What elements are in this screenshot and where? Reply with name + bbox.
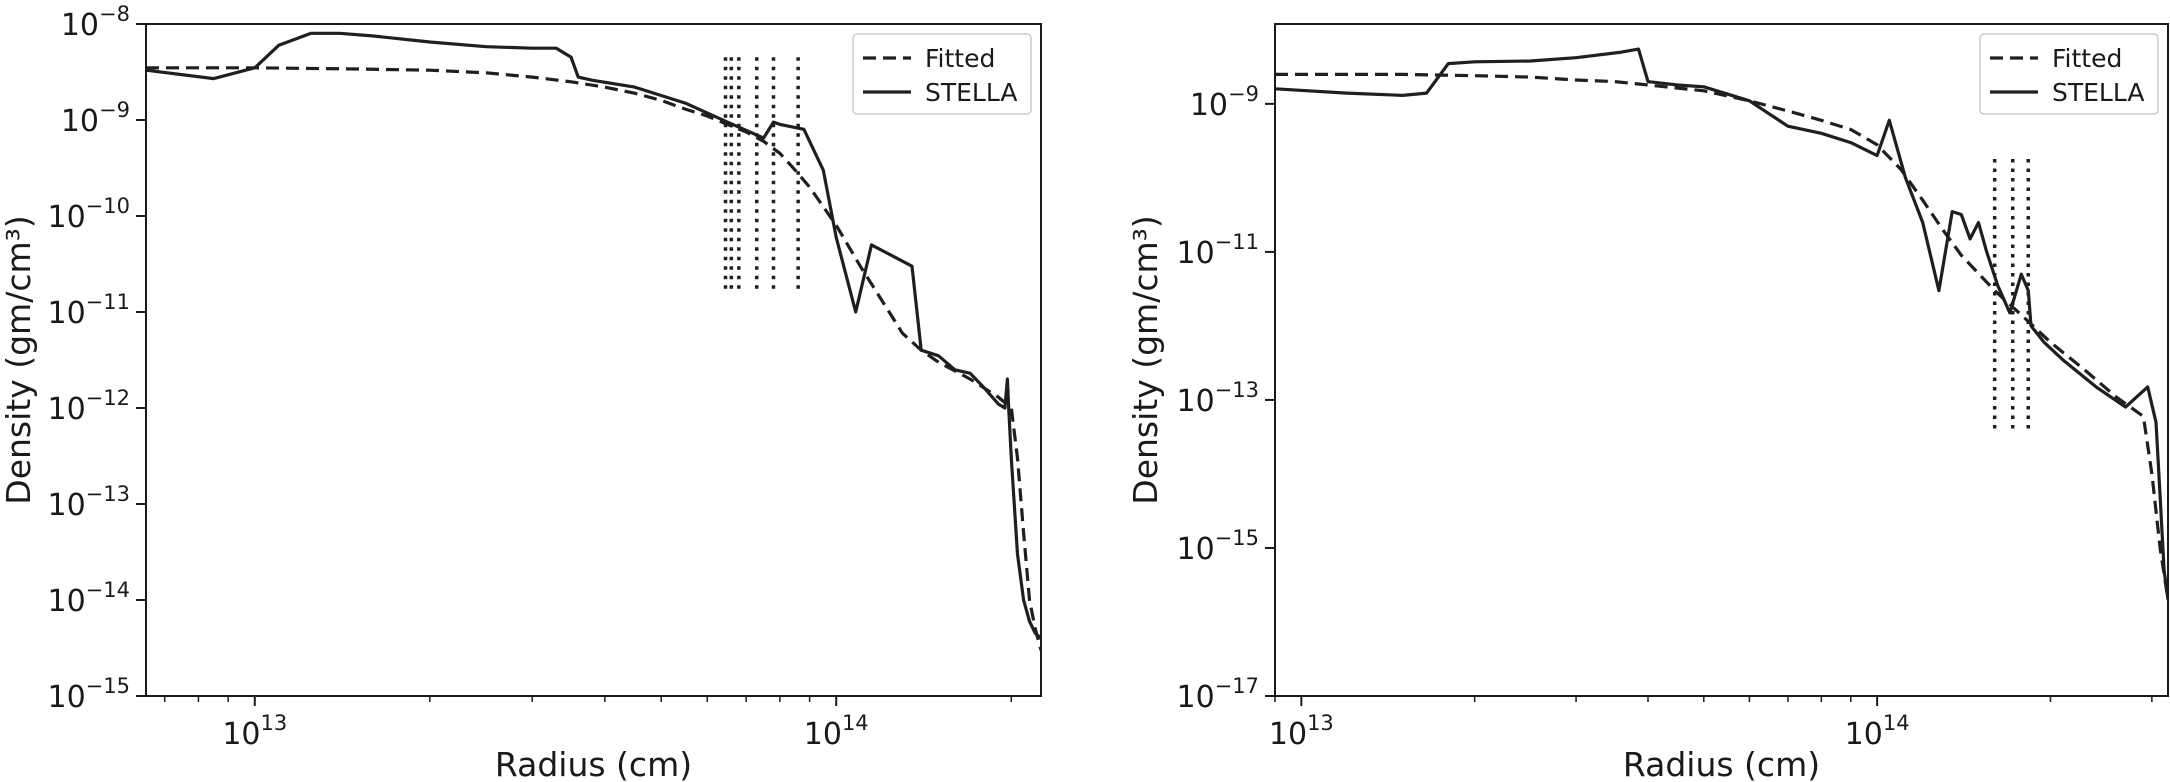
x-axis-label: Radius (cm) xyxy=(495,745,692,782)
y-tick-label: 10−10 xyxy=(47,194,130,235)
y-tick-label-exp: −13 xyxy=(86,482,130,506)
y-tick-label-exp: −9 xyxy=(99,98,130,122)
y-tick-label-base: 10 xyxy=(1176,236,1214,271)
y-tick-label: 10−13 xyxy=(47,482,130,523)
x-axis-label: Radius (cm) xyxy=(1623,745,1820,782)
x-tick-label-exp: 13 xyxy=(1307,711,1334,735)
y-tick-label: 10−15 xyxy=(1176,526,1259,567)
y-tick-label-exp: −15 xyxy=(1215,526,1259,550)
y-axis-label: Density (gm/cm³) xyxy=(0,215,38,504)
x-tick-label: 1013 xyxy=(1269,711,1334,752)
x-tick-label: 1014 xyxy=(804,711,869,752)
plot-area xyxy=(146,31,1041,651)
x-tick-label-exp: 14 xyxy=(842,711,869,735)
y-tick-label-exp: −11 xyxy=(86,290,130,314)
stella-line xyxy=(146,31,1041,640)
y-tick-label-base: 10 xyxy=(1176,384,1214,419)
y-tick-label-base: 10 xyxy=(47,584,85,619)
y-tick-label-base: 10 xyxy=(61,8,99,43)
axes-frame xyxy=(1274,23,2169,697)
legend-label-fitted: Fitted xyxy=(2052,44,2122,73)
y-tick-label-base: 10 xyxy=(1190,88,1228,123)
fitted-line xyxy=(1275,72,2168,600)
y-tick-label: 10−11 xyxy=(1176,230,1259,271)
y-tick-label: 10−9 xyxy=(61,98,130,139)
y-tick-label: 10−11 xyxy=(47,290,130,331)
stella-line xyxy=(1275,47,2168,600)
y-tick-label: 10−15 xyxy=(47,674,130,715)
y-tick-label-exp: −11 xyxy=(1215,230,1259,254)
y-axis-label: Density (gm/cm³) xyxy=(1126,215,1165,504)
legend: Fitted STELLA xyxy=(1979,33,2159,115)
y-tick-label-base: 10 xyxy=(47,680,85,715)
x-tick-label: 1014 xyxy=(1845,711,1910,752)
x-tick-label-base: 10 xyxy=(222,717,260,752)
left-density-panel: 1013 101410−810−910−1010−1110−1210−1310−1… xyxy=(0,2,1042,782)
y-tick-label-exp: −14 xyxy=(86,578,130,602)
x-tick-label-base: 10 xyxy=(804,717,842,752)
y-tick-label-base: 10 xyxy=(47,488,85,523)
y-tick-label: 10−9 xyxy=(1190,82,1259,123)
legend-label-fitted: Fitted xyxy=(925,44,995,73)
y-tick-label: 10−17 xyxy=(1176,674,1259,715)
y-tick-label-base: 10 xyxy=(47,296,85,331)
y-tick-label-exp: −10 xyxy=(86,194,130,218)
legend-box xyxy=(852,33,1032,115)
x-tick-label-exp: 13 xyxy=(261,711,288,735)
y-tick-label: 10−14 xyxy=(47,578,130,619)
x-tick-label-base: 10 xyxy=(1845,717,1883,752)
legend-label-stella: STELLA xyxy=(2052,78,2144,107)
x-tick-label-base: 10 xyxy=(1269,717,1307,752)
legend-box xyxy=(1979,33,2159,115)
y-tick-label-base: 10 xyxy=(47,392,85,427)
legend-label-stella: STELLA xyxy=(925,78,1017,107)
y-tick-label: 10−12 xyxy=(47,386,130,427)
y-tick-label-exp: −13 xyxy=(1215,378,1259,402)
y-tick-label-exp: −8 xyxy=(99,2,130,26)
legend: Fitted STELLA xyxy=(852,33,1032,115)
y-tick-label-exp: −9 xyxy=(1228,82,1259,106)
y-tick-label: 10−13 xyxy=(1176,378,1259,419)
y-tick-label-exp: −15 xyxy=(86,674,130,698)
x-tick-label-exp: 14 xyxy=(1883,711,1910,735)
y-tick-label-exp: −12 xyxy=(86,386,130,410)
axes-frame xyxy=(145,23,1042,697)
plot-area xyxy=(1275,47,2168,600)
x-tick-label: 1013 xyxy=(222,711,287,752)
y-tick-label-base: 10 xyxy=(1176,532,1214,567)
y-tick-label-base: 10 xyxy=(61,104,99,139)
y-tick-label-base: 10 xyxy=(1176,680,1214,715)
y-tick-label: 10−8 xyxy=(61,2,130,43)
y-tick-label-exp: −17 xyxy=(1215,674,1259,698)
y-tick-label-base: 10 xyxy=(47,200,85,235)
